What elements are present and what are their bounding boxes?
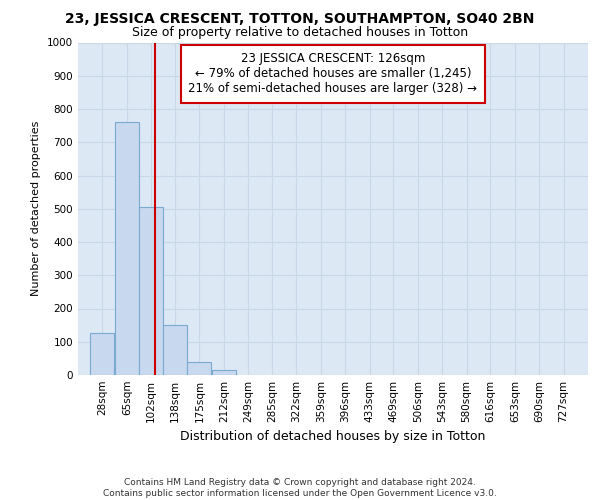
Y-axis label: Number of detached properties: Number of detached properties: [31, 121, 41, 296]
Bar: [163, 325, 187, 375]
Bar: [115, 122, 139, 375]
Bar: [91, 334, 115, 375]
Text: Contains HM Land Registry data © Crown copyright and database right 2024.
Contai: Contains HM Land Registry data © Crown c…: [103, 478, 497, 498]
Bar: [139, 207, 163, 375]
Text: 23, JESSICA CRESCENT, TOTTON, SOUTHAMPTON, SO40 2BN: 23, JESSICA CRESCENT, TOTTON, SOUTHAMPTO…: [65, 12, 535, 26]
Text: Size of property relative to detached houses in Totton: Size of property relative to detached ho…: [132, 26, 468, 39]
X-axis label: Distribution of detached houses by size in Totton: Distribution of detached houses by size …: [181, 430, 485, 444]
Text: 23 JESSICA CRESCENT: 126sqm
← 79% of detached houses are smaller (1,245)
21% of : 23 JESSICA CRESCENT: 126sqm ← 79% of det…: [188, 52, 478, 96]
Bar: [212, 370, 236, 375]
Bar: [187, 362, 211, 375]
